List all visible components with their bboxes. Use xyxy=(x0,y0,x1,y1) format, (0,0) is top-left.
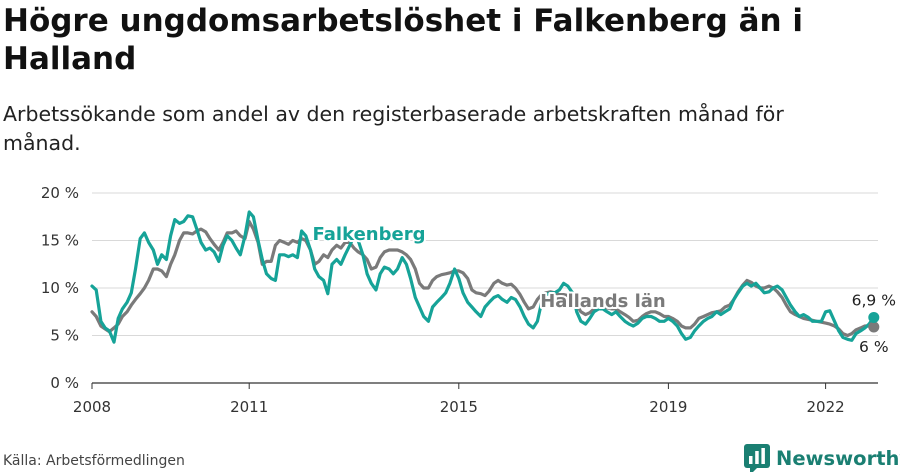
series-label-falkenberg: Falkenberg xyxy=(313,224,426,245)
chart-title: Högre ungdomsarbetslöshet i Falkenberg ä… xyxy=(3,3,803,77)
source-note: Källa: Arbetsförmedlingen xyxy=(3,453,185,469)
series-line-falkenberg xyxy=(90,210,876,344)
x-tick-label: 2022 xyxy=(807,398,845,416)
y-tick-label: 15 % xyxy=(41,232,79,250)
end-label-falkenberg: 6,9 % xyxy=(852,291,896,309)
chart-subtitle: Arbetssökande som andel av den registerb… xyxy=(3,102,784,155)
series-label-halland: Hallands län xyxy=(540,291,666,312)
x-tick-label: 2008 xyxy=(73,398,111,416)
brand-logo: Newsworthy xyxy=(744,443,900,473)
y-tick-label: 20 % xyxy=(41,184,79,202)
y-tick-label: 0 % xyxy=(50,374,79,392)
x-tick-label: 2015 xyxy=(440,398,478,416)
newsworthy-icon xyxy=(744,444,770,472)
x-tick-label: 2011 xyxy=(230,398,268,416)
y-tick-label: 5 % xyxy=(50,327,79,345)
end-point-halland xyxy=(868,321,880,333)
brand-name: Newsworthy xyxy=(776,446,900,470)
x-tick-label: 2019 xyxy=(649,398,687,416)
series-line-hallands-l-n xyxy=(90,219,876,338)
end-point-falkenberg xyxy=(868,311,880,323)
end-label-halland: 6 % xyxy=(859,338,889,356)
y-tick-label: 10 % xyxy=(41,279,79,297)
